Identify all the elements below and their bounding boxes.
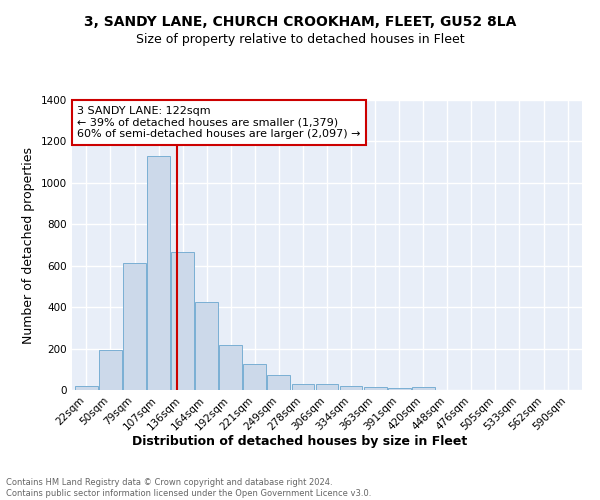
- Text: Size of property relative to detached houses in Fleet: Size of property relative to detached ho…: [136, 32, 464, 46]
- Y-axis label: Number of detached properties: Number of detached properties: [22, 146, 35, 344]
- Text: 3, SANDY LANE, CHURCH CROOKHAM, FLEET, GU52 8LA: 3, SANDY LANE, CHURCH CROOKHAM, FLEET, G…: [84, 15, 516, 29]
- Bar: [292, 384, 314, 390]
- Bar: [123, 263, 146, 390]
- Bar: [220, 345, 242, 390]
- Bar: [171, 252, 194, 390]
- Bar: [268, 375, 290, 390]
- Bar: [99, 350, 122, 390]
- Text: Distribution of detached houses by size in Fleet: Distribution of detached houses by size …: [133, 435, 467, 448]
- Text: 3 SANDY LANE: 122sqm
← 39% of detached houses are smaller (1,379)
60% of semi-de: 3 SANDY LANE: 122sqm ← 39% of detached h…: [77, 106, 361, 139]
- Bar: [195, 302, 218, 390]
- Bar: [340, 386, 362, 390]
- Bar: [75, 386, 98, 390]
- Bar: [244, 364, 266, 390]
- Text: Contains HM Land Registry data © Crown copyright and database right 2024.
Contai: Contains HM Land Registry data © Crown c…: [6, 478, 371, 498]
- Bar: [412, 388, 434, 390]
- Bar: [364, 387, 386, 390]
- Bar: [147, 156, 170, 390]
- Bar: [316, 384, 338, 390]
- Bar: [388, 388, 410, 390]
